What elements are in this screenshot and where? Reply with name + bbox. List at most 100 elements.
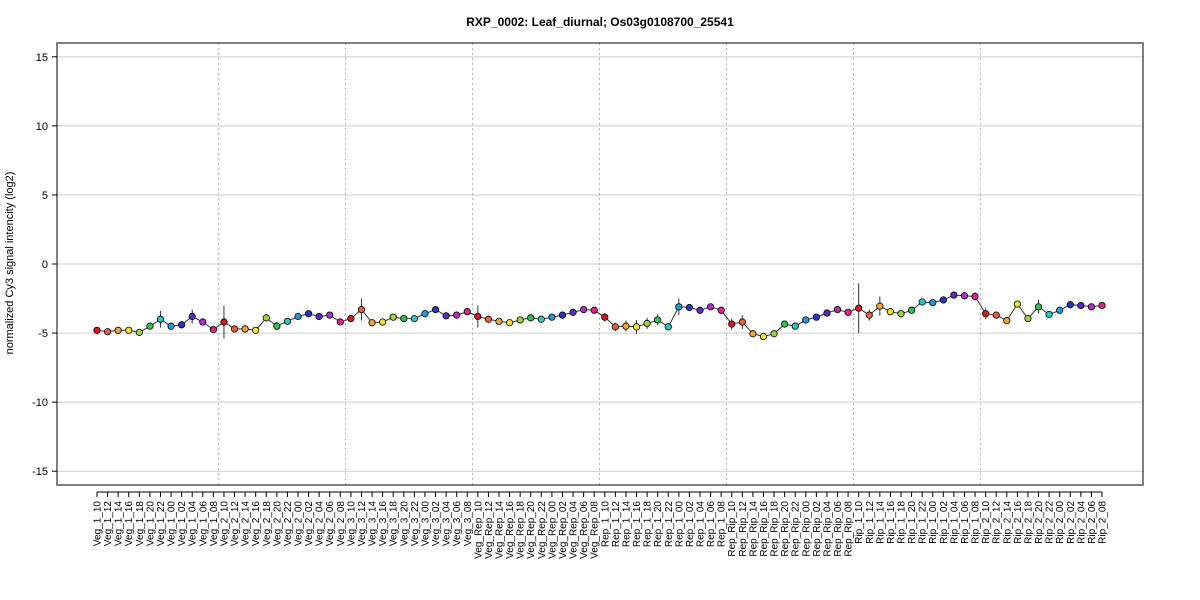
- x-tick-label: Rip_2_18: [1023, 501, 1034, 544]
- data-point: [770, 330, 778, 338]
- data-point: [971, 292, 979, 301]
- data-point: [389, 313, 397, 321]
- data-point: [865, 311, 873, 319]
- data-point: [558, 311, 567, 319]
- x-tick-label: Rip_1_02: [939, 501, 950, 544]
- data-point: [601, 313, 609, 321]
- x-tick-label: Rep_Rip_04: [822, 501, 833, 557]
- data-point: [230, 325, 239, 333]
- data-point: [199, 318, 207, 326]
- data-point: [982, 310, 990, 318]
- data-point: [400, 314, 408, 323]
- x-tick-label: Veg_Rep_18: [516, 501, 527, 559]
- x-tick-label: Veg_Rep_10: [473, 501, 484, 559]
- x-tick-label: Veg_1_02: [177, 501, 188, 546]
- data-point: [781, 320, 789, 328]
- data-point: [876, 302, 884, 310]
- data-point: [315, 312, 323, 321]
- data-point: [209, 326, 217, 334]
- x-tick-label: Veg_3_12: [357, 501, 368, 546]
- x-tick-label: Veg_2_12: [230, 501, 241, 546]
- x-tick-label: Veg_1_10: [93, 501, 104, 546]
- data-point: [759, 332, 768, 341]
- data-point: [950, 291, 958, 299]
- data-point: [527, 314, 535, 322]
- x-tick-label: Veg_1_22: [156, 501, 167, 546]
- x-tick-label: Veg_1_20: [145, 501, 156, 546]
- x-tick-label: Veg_3_14: [368, 501, 379, 546]
- data-point: [802, 316, 810, 324]
- x-tick-label: Veg_3_16: [378, 501, 389, 546]
- chart-title: RXP_0002: Leaf_diurnal; Os03g0108700_255…: [466, 15, 734, 29]
- x-tick-label: Rep_1_08: [717, 501, 728, 548]
- data-point: [294, 312, 302, 321]
- x-tick-label: Veg_Rep_08: [590, 501, 601, 559]
- x-tick-label: Veg_2_04: [315, 501, 326, 546]
- x-tick-label: Rep_Rip_16: [759, 501, 770, 557]
- x-tick-label: Rip_2_08: [1098, 501, 1109, 544]
- group-separators: [218, 43, 981, 485]
- x-tick-label: Veg_1_08: [209, 501, 220, 546]
- data-point: [146, 322, 154, 330]
- x-tick-label: Veg_2_10: [219, 501, 230, 546]
- data-point: [1077, 301, 1085, 310]
- data-point: [855, 304, 863, 312]
- data-point: [304, 310, 313, 318]
- data-point: [590, 306, 598, 314]
- data-point: [442, 312, 450, 320]
- x-tick-label: Veg_Rep_06: [579, 501, 590, 559]
- data-point: [241, 325, 249, 333]
- data-point: [812, 313, 820, 321]
- data-point: [569, 308, 577, 316]
- data-point: [643, 319, 651, 327]
- data-point: [1003, 317, 1011, 325]
- x-tick-label: Rep_1_06: [706, 501, 717, 548]
- data-point: [833, 305, 842, 314]
- data-point: [728, 320, 736, 328]
- data-point: [1013, 300, 1021, 308]
- x-tick-label: Veg_2_20: [272, 501, 283, 546]
- x-tick-label: Veg_Rep_04: [569, 501, 580, 559]
- data-point: [548, 313, 556, 321]
- x-tick-label: Veg_1_12: [103, 501, 114, 546]
- x-tick-label: Veg_Rep_16: [505, 501, 516, 559]
- x-tick-label: Veg_3_02: [431, 501, 442, 546]
- x-tick-label: Rip_1_06: [960, 501, 971, 544]
- x-tick-label: Rep_Rip_06: [833, 501, 844, 557]
- x-axis: Veg_1_10 Veg_1_12 Veg_1_14 Veg_1_16 Veg_1_18…: [93, 491, 1109, 559]
- x-tick-label: Rip_2_16: [1013, 501, 1024, 544]
- data-point: [664, 323, 672, 331]
- data-point: [93, 326, 101, 334]
- x-tick-label: Veg_Rep_12: [484, 501, 495, 559]
- data-points: [93, 291, 1106, 341]
- data-point: [453, 311, 461, 319]
- data-point: [283, 317, 292, 325]
- x-tick-label: Rip_1_16: [886, 501, 897, 544]
- x-tick-label: Rep_1_02: [685, 501, 696, 548]
- x-tick-label: Rep_1_22: [664, 501, 675, 548]
- x-tick-label: Veg_2_16: [251, 501, 262, 546]
- x-tick-label: Veg_2_22: [283, 501, 294, 546]
- data-point: [939, 296, 947, 304]
- x-tick-label: Rep_Rip_20: [780, 501, 791, 557]
- x-tick-label: Veg_2_02: [304, 501, 315, 546]
- x-tick-label: Veg_Rep_00: [547, 501, 558, 559]
- data-point: [823, 309, 831, 317]
- data-point: [336, 318, 344, 326]
- y-tick-label: -15: [32, 466, 48, 478]
- data-point: [431, 305, 440, 314]
- data-point: [685, 303, 694, 312]
- data-point: [706, 303, 715, 311]
- y-tick-label: 10: [36, 121, 48, 133]
- data-point: [135, 328, 143, 336]
- x-tick-label: Rep_1_18: [643, 501, 654, 548]
- x-tick-label: Rip_2_10: [981, 501, 992, 544]
- x-tick-label: Rip_2_22: [1045, 501, 1056, 544]
- data-point: [220, 318, 228, 326]
- data-point: [992, 311, 1000, 319]
- x-tick-label: Veg_3_00: [420, 501, 431, 546]
- data-point: [1045, 310, 1053, 319]
- x-tick-label: Rip_1_14: [875, 501, 886, 544]
- x-tick-label: Veg_3_20: [399, 501, 410, 546]
